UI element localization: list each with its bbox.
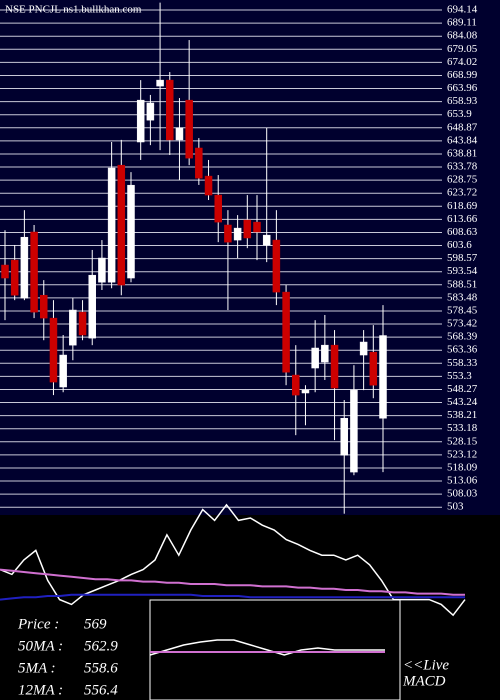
y-tick-label: 638.81 — [447, 147, 477, 159]
candle-body — [49, 317, 58, 383]
y-tick-label: 608.63 — [447, 226, 478, 238]
candle-body — [117, 164, 126, 286]
stat-value: 558.6 — [84, 660, 118, 676]
y-tick-label: 643.84 — [447, 134, 478, 146]
candle-body — [59, 354, 67, 388]
candle-body — [107, 167, 116, 283]
candle-body — [321, 344, 329, 363]
y-tick-label: 694.14 — [447, 4, 478, 16]
y-tick-label: 518.09 — [447, 461, 478, 473]
candle-body — [185, 99, 193, 159]
candle-body — [350, 389, 358, 473]
stat-value: 556.4 — [84, 682, 118, 698]
y-tick-label: 588.51 — [447, 278, 477, 290]
candle-body — [146, 102, 155, 121]
candle-body — [40, 294, 48, 319]
candle-body — [127, 184, 135, 279]
y-tick-label: 573.42 — [447, 318, 477, 330]
y-tick-label: 503 — [447, 501, 464, 513]
stat-label: 50MA : — [18, 638, 63, 654]
y-tick-label: 653.9 — [447, 108, 472, 120]
y-tick-label: 613.66 — [447, 213, 478, 225]
candle-body — [195, 147, 203, 179]
y-tick-label: 684.08 — [447, 30, 478, 42]
candle-body — [175, 127, 184, 141]
y-tick-label: 618.69 — [447, 200, 478, 212]
candle-body — [69, 309, 77, 346]
candle-body — [98, 257, 106, 283]
candle-body — [379, 335, 387, 419]
y-tick-label: 548.27 — [447, 383, 478, 395]
y-tick-label: 533.18 — [447, 422, 478, 434]
y-tick-label: 563.36 — [447, 344, 478, 356]
candle-body — [10, 259, 19, 296]
indicator-line — [149, 639, 385, 656]
candle-body — [301, 389, 310, 394]
candle-body — [311, 347, 319, 369]
y-tick-label: 538.21 — [447, 409, 477, 421]
y-tick-label: 568.39 — [447, 331, 478, 343]
y-tick-label: 578.45 — [447, 304, 478, 316]
candle-body — [1, 264, 9, 279]
y-tick-label: 593.54 — [447, 265, 478, 277]
y-tick-label: 583.48 — [447, 291, 478, 303]
y-tick-label: 553.3 — [447, 370, 472, 382]
stat-label: 12MA : — [18, 682, 63, 698]
candle-body — [253, 221, 261, 233]
y-tick-label: 598.57 — [447, 252, 478, 264]
macd-label: MACD — [402, 673, 446, 689]
y-tick-label: 603.6 — [447, 239, 472, 251]
macd-label: <<Live — [403, 657, 449, 673]
candle-body — [282, 291, 290, 373]
y-tick-label: 508.03 — [447, 488, 478, 500]
candle-body — [204, 175, 213, 196]
candle-body — [214, 194, 222, 223]
candle-body — [292, 374, 300, 396]
candle-body — [243, 219, 252, 239]
candle-body — [272, 239, 281, 293]
candle-body — [233, 227, 242, 241]
indicator-line — [0, 568, 465, 596]
candle-body — [166, 79, 174, 141]
candle-body — [20, 236, 29, 299]
candle-body — [78, 311, 87, 336]
candle-body — [88, 274, 96, 339]
y-tick-label: 528.15 — [447, 435, 478, 447]
y-tick-label: 689.11 — [447, 17, 477, 29]
y-tick-label: 513.06 — [447, 475, 478, 487]
candle-body — [262, 234, 271, 246]
stat-label: Price : — [17, 616, 59, 632]
stat-value: 569 — [84, 616, 107, 632]
y-tick-label: 663.96 — [447, 82, 478, 94]
y-tick-label: 623.72 — [447, 187, 477, 199]
y-tick-label: 523.12 — [447, 448, 477, 460]
y-tick-label: 628.75 — [447, 174, 478, 186]
y-tick-label: 679.05 — [447, 43, 478, 55]
y-tick-label: 674.02 — [447, 56, 477, 68]
candle-body — [136, 99, 145, 143]
y-tick-label: 648.87 — [447, 121, 478, 133]
candle-body — [156, 79, 164, 87]
candle-body — [340, 417, 348, 456]
stat-value: 562.9 — [84, 638, 118, 654]
price-panel — [0, 0, 500, 515]
y-tick-label: 543.24 — [447, 396, 478, 408]
y-tick-label: 668.99 — [447, 69, 478, 81]
indicator-line — [0, 503, 466, 617]
y-tick-label: 558.33 — [447, 357, 478, 369]
y-tick-label: 658.93 — [447, 95, 478, 107]
stat-label: 5MA : — [18, 660, 56, 676]
candle-body — [369, 351, 378, 386]
y-tick-label: 633.78 — [447, 161, 478, 173]
candle-body — [30, 231, 38, 313]
candle-body — [224, 224, 232, 243]
chart-title: NSE PNCJL ns1.bullkhan.com — [5, 4, 142, 16]
candle-body — [330, 344, 339, 389]
candle-body — [359, 341, 368, 356]
indicator-line — [0, 593, 465, 601]
